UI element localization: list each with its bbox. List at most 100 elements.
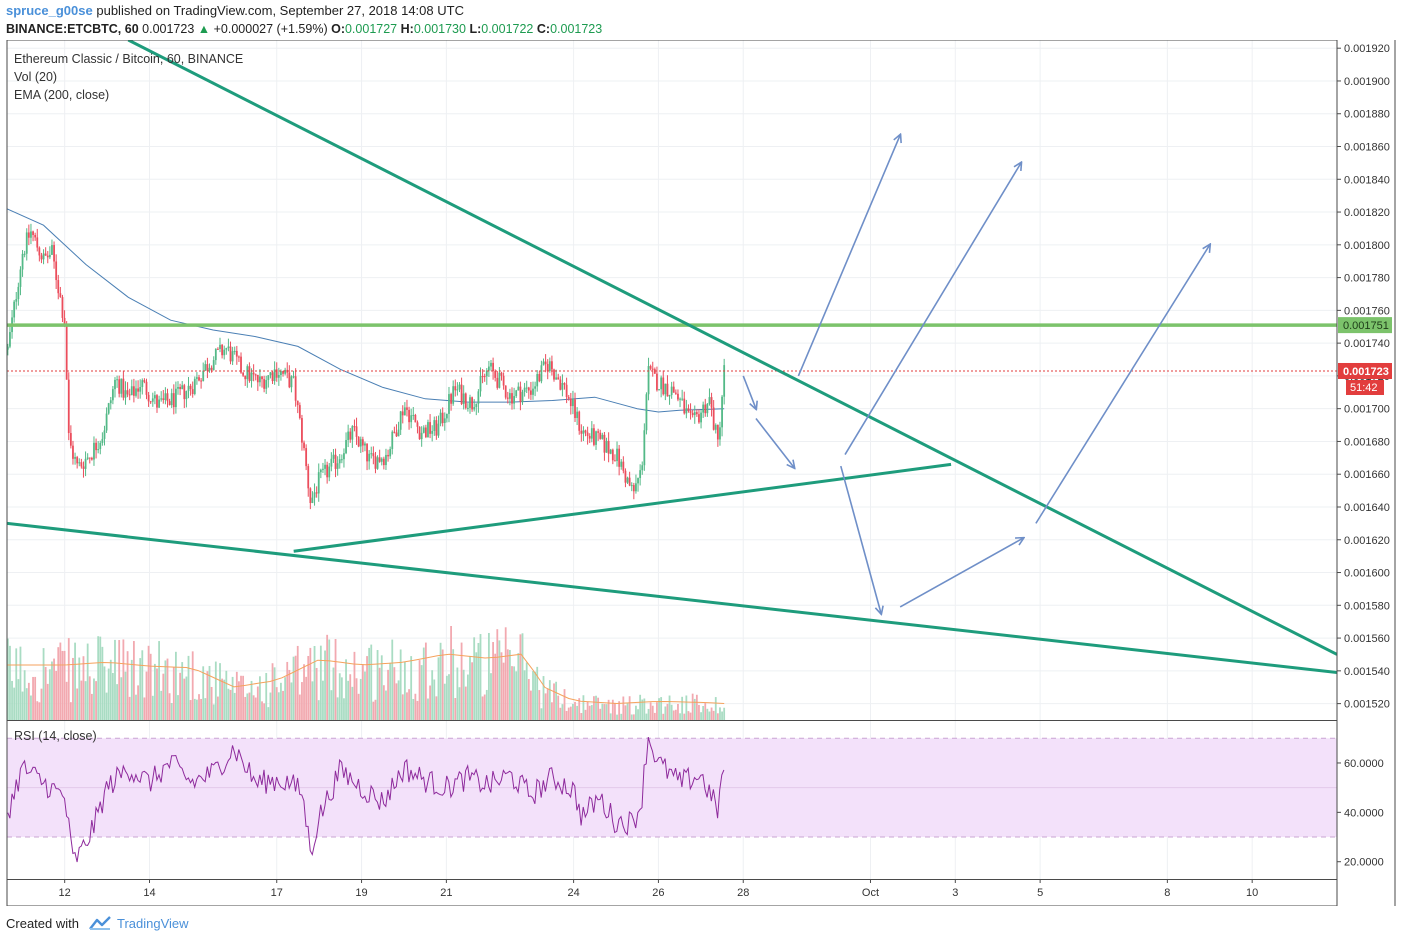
candle-body bbox=[256, 374, 259, 383]
volume-bar bbox=[454, 698, 457, 720]
volume-bar bbox=[301, 682, 303, 720]
volume-bar bbox=[359, 678, 362, 720]
volume-bar bbox=[95, 681, 97, 720]
candle-body bbox=[395, 432, 398, 437]
candle-body bbox=[284, 369, 287, 374]
volume-bar bbox=[90, 693, 93, 720]
candle-body bbox=[492, 362, 494, 372]
volume-bar bbox=[170, 703, 173, 720]
volume-bar bbox=[296, 645, 299, 720]
volume-bar bbox=[351, 686, 354, 720]
volume-bar bbox=[11, 680, 13, 720]
candle-body bbox=[364, 443, 366, 446]
volume-bar bbox=[214, 661, 217, 720]
candle-body bbox=[40, 255, 43, 260]
candle-body bbox=[59, 293, 62, 298]
ohlc-line: BINANCE:ETCBTC, 60 0.001723 ▲ +0.000027 … bbox=[6, 22, 602, 36]
plot-border bbox=[6, 40, 1338, 906]
volume-bar bbox=[130, 659, 133, 720]
candle-body bbox=[145, 381, 148, 395]
volume-bar bbox=[546, 688, 549, 720]
candle-body bbox=[630, 485, 633, 487]
candle-body bbox=[479, 376, 482, 392]
candle-body bbox=[9, 332, 11, 347]
author-link[interactable]: spruce_g00se bbox=[6, 3, 93, 18]
candle-body bbox=[67, 379, 70, 434]
chart-area[interactable]: 0.001520 0.001540 0.001560 0.001580 0.001600… bbox=[0, 40, 1402, 906]
volume-bar bbox=[114, 639, 116, 720]
candle-body bbox=[427, 422, 429, 438]
candle-body bbox=[620, 461, 623, 467]
candle-body bbox=[506, 397, 509, 399]
candle-body bbox=[660, 377, 663, 390]
candle-body bbox=[187, 385, 190, 392]
volume-bar bbox=[712, 710, 715, 720]
candle-body bbox=[632, 485, 635, 492]
countdown-label: 51:42 bbox=[1350, 382, 1378, 394]
volume-bar bbox=[217, 696, 219, 720]
candle-body bbox=[174, 388, 177, 408]
candle-body bbox=[21, 253, 24, 270]
candle-body bbox=[443, 418, 446, 424]
candle-body bbox=[294, 376, 297, 401]
candle-body bbox=[23, 253, 26, 255]
candle-body bbox=[82, 466, 85, 469]
volume-bar bbox=[626, 703, 629, 720]
candle-body bbox=[544, 361, 547, 365]
volume-bar bbox=[532, 671, 534, 720]
volume-bar bbox=[191, 651, 194, 720]
candle-body bbox=[376, 457, 379, 469]
candle-body bbox=[424, 427, 427, 438]
volume-bar bbox=[298, 694, 301, 720]
volume-bar bbox=[588, 705, 591, 720]
volume-bar bbox=[557, 695, 560, 720]
volume-bar bbox=[716, 713, 719, 720]
volume-bar bbox=[708, 711, 711, 720]
candle-body bbox=[677, 393, 679, 400]
candle-body bbox=[716, 424, 719, 440]
volume-bar bbox=[101, 646, 104, 720]
volume-bar bbox=[578, 698, 581, 720]
volume-bar bbox=[303, 664, 305, 720]
time-tick-label: 5 bbox=[1037, 887, 1043, 899]
candle-body bbox=[653, 369, 656, 374]
volume-bar bbox=[517, 653, 520, 720]
volume-bar bbox=[273, 667, 276, 720]
candle-body bbox=[126, 390, 129, 395]
volume-bar bbox=[401, 694, 404, 720]
candle-body bbox=[240, 356, 242, 373]
candle-body bbox=[584, 430, 587, 433]
volume-bar bbox=[51, 661, 53, 720]
volume-bar bbox=[307, 655, 310, 720]
candle-body bbox=[523, 387, 526, 392]
candle-body bbox=[351, 426, 354, 440]
candle-body bbox=[624, 470, 627, 483]
candle-body bbox=[221, 344, 224, 356]
candle-body bbox=[609, 449, 612, 454]
volume-bar bbox=[69, 702, 72, 720]
candle-body bbox=[429, 422, 431, 434]
candle-body bbox=[532, 388, 534, 395]
candle-body bbox=[166, 393, 169, 402]
candle-body bbox=[263, 379, 266, 389]
volume-bar bbox=[219, 663, 221, 720]
level-label-bg bbox=[1338, 317, 1392, 334]
volume-bar bbox=[439, 642, 442, 720]
volume-bar bbox=[416, 700, 419, 720]
volume-bar bbox=[32, 676, 34, 720]
candle-body bbox=[361, 439, 364, 446]
price-tick-label: 0.001540 bbox=[1344, 666, 1390, 678]
tradingview-link[interactable]: TradingView bbox=[117, 916, 189, 931]
candle-body bbox=[540, 365, 543, 382]
volume-bar bbox=[181, 662, 184, 720]
volume-bar bbox=[721, 711, 723, 720]
candle-body bbox=[628, 477, 631, 486]
legend-ema: EMA (200, close) bbox=[14, 88, 110, 102]
volume-bar bbox=[658, 698, 660, 720]
volume-bar bbox=[391, 639, 394, 720]
volume-ma-line bbox=[7, 653, 725, 705]
volume-bar bbox=[443, 683, 446, 720]
candle-body bbox=[273, 369, 276, 382]
volume-bar bbox=[410, 656, 413, 720]
volume-bar bbox=[565, 710, 568, 720]
